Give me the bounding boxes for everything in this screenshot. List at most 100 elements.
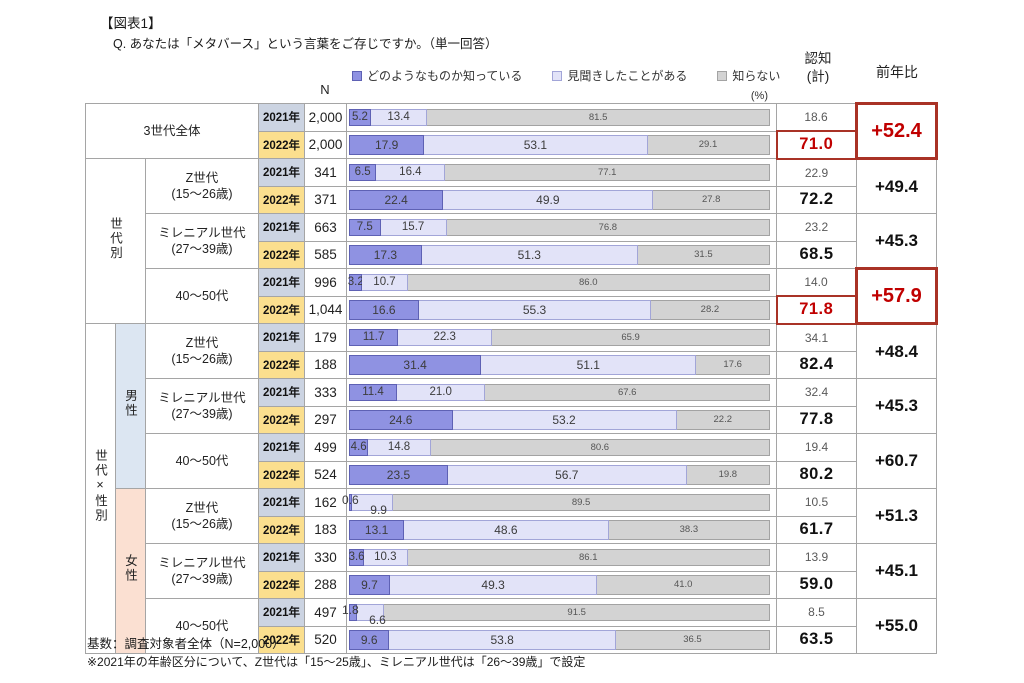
year-cell: 2022年	[258, 405, 305, 434]
table-row: 40～50代 2021年 497 91.5 1.8 6.6 8.5 +55.0	[86, 598, 937, 654]
stacked-bar: 7.5 15.7 76.8	[349, 218, 770, 236]
segment-unknown: 19.8	[686, 464, 770, 485]
bar-cell: 31.4 51.1 17.6	[346, 350, 777, 379]
gender-cell-female: 女性	[115, 488, 146, 654]
segment-known: 3.2	[348, 273, 364, 291]
stacked-bar: 89.5	[349, 493, 770, 511]
ninchi-cell: 82.4	[776, 350, 857, 379]
ninchi-cell: 72.2	[776, 185, 857, 214]
segment-unknown: 76.8	[446, 218, 770, 236]
n-cell: 996	[304, 268, 347, 297]
gender-cell-male-label: 男性	[123, 389, 137, 418]
bar-track: 7.5 15.7 76.8	[349, 214, 770, 241]
category-cell: 40～50代	[145, 598, 259, 654]
segment-heard: 53.8	[389, 629, 616, 650]
category-label: Z世代	[185, 170, 219, 185]
n-cell: 2,000	[304, 103, 347, 132]
yoy-value: +57.9	[871, 284, 922, 307]
category-cell: 40～50代	[145, 433, 259, 489]
ninchi-value: 10.5	[804, 495, 829, 510]
segment-known-label: 13.1	[364, 522, 389, 537]
segment-heard-label: 14.8	[387, 441, 411, 453]
year-cell: 2021年	[258, 598, 305, 627]
bar-cell: 23.5 56.7 19.8	[346, 460, 777, 489]
segment-known: 9.7	[349, 574, 390, 595]
bar-cell: 6.5 16.4 77.1	[346, 158, 777, 187]
segment-heard: 53.1	[424, 134, 648, 155]
segment-unknown-label: 80.6	[590, 441, 610, 453]
yoy-value: +51.3	[874, 506, 918, 525]
segment-unknown: 28.2	[651, 299, 770, 320]
bar-cell: 16.6 55.3 28.2	[346, 295, 777, 324]
bar-track: 9.7 49.3 41.0	[349, 572, 770, 599]
category-label: Z世代	[185, 500, 219, 515]
segment-unknown-label: 67.6	[617, 386, 637, 398]
year-cell: 2021年	[258, 213, 305, 242]
segment-known	[349, 493, 352, 511]
segment-heard: 49.3	[389, 574, 598, 595]
ninchi-cell: 22.9	[776, 158, 857, 187]
segment-unknown: 81.5	[427, 108, 770, 126]
year-cell: 2021年	[258, 543, 305, 572]
ninchi-cell: 63.5	[776, 625, 857, 654]
segment-heard-label: 53.8	[490, 632, 514, 647]
n-column-header: N	[320, 82, 330, 97]
segment-heard: 16.4	[376, 163, 446, 181]
stacked-bar: 4.6 14.8 80.6	[349, 438, 770, 456]
segment-heard-label: 6.6	[369, 613, 386, 627]
ninchi-value: 13.9	[804, 550, 829, 565]
ninchi-value: 71.0	[799, 135, 834, 154]
category-sublabel: (27～39歳)	[171, 407, 233, 421]
stacked-bar: 24.6 53.2 22.2	[349, 409, 770, 430]
stacked-bar: 17.3 51.3 31.5	[349, 244, 770, 265]
table-row: 2022年 1,044 16.6 55.3 28.2 71.8	[86, 295, 937, 325]
ninchi-value: 59.0	[799, 575, 834, 594]
segment-unknown-label: 19.8	[718, 469, 738, 480]
segment-unknown: 38.3	[608, 519, 770, 540]
ninchi-value: 8.5	[808, 605, 825, 620]
table-row: 2022年 524 23.5 56.7 19.8 80.2	[86, 460, 937, 489]
stacked-bar: 5.2 13.4 81.5	[349, 108, 770, 126]
bar-track: 17.9 53.1 29.1	[349, 132, 770, 159]
legend-item: 知らない	[717, 67, 780, 84]
bar-track: 3.2 10.7 86.0	[348, 269, 770, 296]
n-cell: 179	[304, 323, 347, 352]
category-sublabel: (27～39歳)	[171, 572, 233, 586]
bar-track: 24.6 53.2 22.2	[349, 407, 770, 434]
segment-known-label: 22.4	[384, 192, 408, 207]
gender-cell-male: 男性	[115, 323, 146, 489]
table-row: 2022年 288 9.7 49.3 41.0 59.0	[86, 570, 937, 599]
segment-unknown-label: 86.1	[579, 551, 598, 563]
stacked-bar: 3.6 10.3 86.1	[349, 548, 770, 566]
segment-unknown: 36.5	[615, 629, 770, 650]
segment-known-label: 1.8	[342, 603, 359, 617]
year-cell: 2022年	[258, 515, 305, 544]
yoy-cell: +45.3	[856, 378, 937, 434]
year-cell: 2021年	[258, 323, 305, 352]
ninchi-cell: 34.1	[776, 323, 857, 352]
category-label: 40～50代	[175, 288, 229, 303]
table-row: 女性 Z世代 (15～26歳) 2021年 162 89.5 0.6 9.9 10.5 +51.3	[86, 488, 937, 654]
ninchi-value: 34.1	[804, 330, 829, 345]
year-cell: 2021年	[258, 433, 305, 462]
ninchi-value: 68.5	[799, 245, 834, 264]
bar-track: 11.7 22.3 65.9	[349, 324, 770, 351]
table-row: 2022年 188 31.4 51.1 17.6 82.4	[86, 350, 937, 379]
category-label: ミレニアル世代	[158, 225, 246, 240]
bar-cell: 17.3 51.3 31.5	[346, 240, 777, 269]
segment-known-label: 23.5	[386, 467, 411, 482]
bar-cell: 9.6 53.8 36.5	[346, 625, 777, 654]
segment-heard-label: 55.3	[522, 302, 547, 317]
yoy-cell: +57.9	[855, 267, 938, 325]
bar-cell: 4.6 14.8 80.6	[346, 433, 777, 462]
bar-cell: 3.2 10.7 86.0	[346, 268, 777, 297]
stacked-bar: 9.6 53.8 36.5	[349, 629, 770, 650]
bar-track: 11.4 21.0 67.6	[349, 379, 770, 406]
bar-cell: 9.7 49.3 41.0	[346, 570, 777, 599]
ninchi-cell: 59.0	[776, 570, 857, 599]
ninchi-cell: 80.2	[776, 460, 857, 489]
category-sublabel: (15～26歳)	[171, 352, 233, 366]
table-row: 2022年 2,000 17.9 53.1 29.1 71.0	[86, 130, 937, 160]
section-cell-sedai-seibetsu-label: 世代×性別	[93, 449, 107, 523]
